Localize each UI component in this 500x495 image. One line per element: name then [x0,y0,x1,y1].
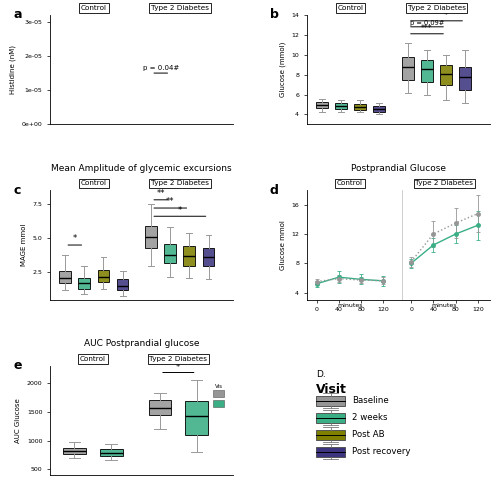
Title: Postprandial Glucose: Postprandial Glucose [351,164,446,173]
PathPatch shape [116,279,128,290]
Text: Type 2 Diabetes: Type 2 Diabetes [151,180,209,187]
PathPatch shape [374,105,385,111]
Text: *: * [178,205,182,215]
Y-axis label: Histidine (nM): Histidine (nM) [10,45,16,94]
Text: *: * [176,363,180,372]
FancyBboxPatch shape [316,447,345,456]
Text: Type 2 Diabetes: Type 2 Diabetes [151,5,209,11]
Y-axis label: AUC Glucose: AUC Glucose [15,398,21,443]
Y-axis label: Glucose mmol: Glucose mmol [280,220,285,270]
Text: minutes: minutes [337,303,363,308]
Text: 2 weeks: 2 weeks [352,413,388,422]
PathPatch shape [148,400,172,415]
PathPatch shape [63,447,86,454]
FancyBboxPatch shape [316,413,345,423]
PathPatch shape [184,247,196,266]
PathPatch shape [185,401,208,435]
Text: **: ** [156,189,165,198]
Text: b: b [270,8,279,21]
PathPatch shape [460,67,471,90]
Text: p = 0.09#: p = 0.09# [410,20,444,26]
Text: D.: D. [316,370,326,379]
Text: p = 0.04#: p = 0.04# [142,65,179,71]
PathPatch shape [421,60,433,82]
Text: Vis: Vis [215,384,223,389]
FancyBboxPatch shape [214,399,224,406]
Text: a: a [14,8,22,21]
Title: Mean Amplitude of glycemic excursions: Mean Amplitude of glycemic excursions [52,164,232,173]
Text: Control: Control [81,180,107,187]
Text: **: ** [166,198,174,206]
PathPatch shape [98,270,110,282]
Text: c: c [14,184,20,197]
FancyBboxPatch shape [316,430,345,440]
FancyBboxPatch shape [316,396,345,405]
PathPatch shape [164,244,176,263]
PathPatch shape [354,103,366,109]
Text: e: e [14,359,22,372]
Text: Post AB: Post AB [352,430,385,439]
Text: Type 2 Diabetes: Type 2 Diabetes [416,180,474,187]
Text: Control: Control [81,5,107,11]
Text: d: d [270,184,279,197]
PathPatch shape [202,248,214,266]
Text: Type 2 Diabetes: Type 2 Diabetes [408,5,466,11]
Text: Control: Control [338,5,363,11]
Y-axis label: MAGE mmol: MAGE mmol [21,224,27,266]
PathPatch shape [335,102,347,108]
PathPatch shape [146,226,157,248]
Text: Control: Control [337,180,363,187]
Text: ***: *** [421,24,433,33]
Text: Type 2 Diabetes: Type 2 Diabetes [150,356,208,362]
FancyBboxPatch shape [214,391,224,397]
PathPatch shape [316,101,328,107]
Text: Visit: Visit [316,383,346,396]
Text: minutes: minutes [432,303,457,308]
Text: Baseline: Baseline [352,396,389,405]
PathPatch shape [100,449,122,455]
PathPatch shape [60,271,71,283]
PathPatch shape [440,65,452,85]
Y-axis label: Glucose (mmol): Glucose (mmol) [279,42,285,98]
Text: Control: Control [80,356,106,362]
Title: AUC Postprandial glucose: AUC Postprandial glucose [84,339,200,348]
Text: *: * [72,234,77,244]
Text: Post recovery: Post recovery [352,447,411,456]
Text: *: * [444,11,448,20]
PathPatch shape [402,57,414,80]
PathPatch shape [78,278,90,289]
